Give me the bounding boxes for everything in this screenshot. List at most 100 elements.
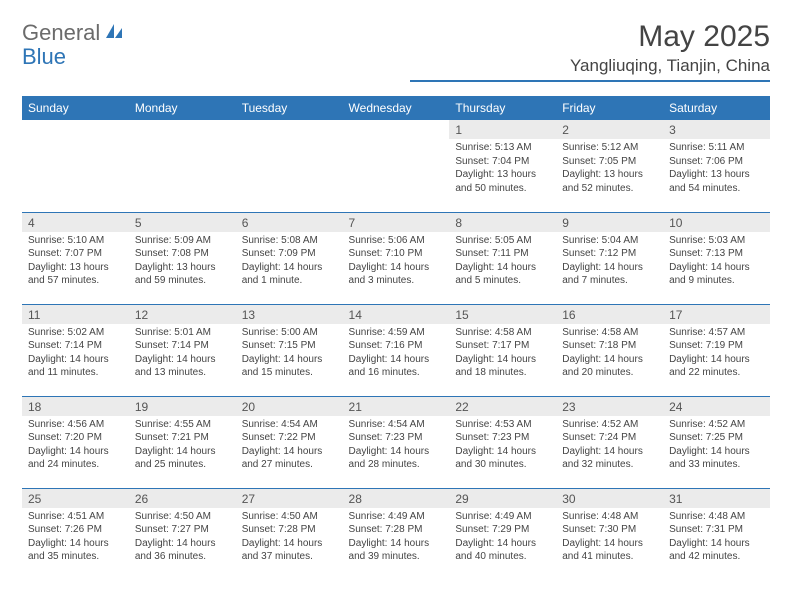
daylight-text: Daylight: 14 hours and 27 minutes. [242, 445, 337, 472]
calendar-day-cell [343, 120, 450, 212]
day-number: 13 [236, 305, 343, 324]
sunrise-text: Sunrise: 4:52 AM [669, 418, 764, 432]
sunset-text: Sunset: 7:23 PM [455, 431, 550, 445]
daylight-text: Daylight: 13 hours and 57 minutes. [28, 261, 123, 288]
sunrise-text: Sunrise: 4:56 AM [28, 418, 123, 432]
sunset-text: Sunset: 7:22 PM [242, 431, 337, 445]
day-details: Sunrise: 5:08 AMSunset: 7:09 PMDaylight:… [236, 232, 343, 292]
sunset-text: Sunset: 7:23 PM [349, 431, 444, 445]
daylight-text: Daylight: 14 hours and 22 minutes. [669, 353, 764, 380]
day-number: 8 [449, 213, 556, 232]
sunset-text: Sunset: 7:14 PM [28, 339, 123, 353]
sunset-text: Sunset: 7:26 PM [28, 523, 123, 537]
calendar-day-cell: 14Sunrise: 4:59 AMSunset: 7:16 PMDayligh… [343, 304, 450, 396]
calendar-body: 1Sunrise: 5:13 AMSunset: 7:04 PMDaylight… [22, 120, 770, 580]
calendar-day-cell: 20 Sunrise: 4:54 AMSunset: 7:22 PMDayligh… [236, 396, 343, 488]
daylight-text: Daylight: 14 hours and 39 minutes. [349, 537, 444, 564]
sunrise-text: Sunrise: 4:51 AM [28, 510, 123, 524]
daylight-text: Daylight: 13 hours and 59 minutes. [135, 261, 230, 288]
calendar-day-cell: 25Sunrise: 4:51 AMSunset: 7:26 PMDayligh… [22, 488, 129, 580]
sunrise-text: Sunrise: 5:10 AM [28, 234, 123, 248]
calendar-day-cell [22, 120, 129, 212]
day-details: Sunrise: 5:09 AMSunset: 7:08 PMDaylight:… [129, 232, 236, 292]
daylight-text: Daylight: 14 hours and 9 minutes. [669, 261, 764, 288]
day-details: Sunrise: 5:01 AMSunset: 7:14 PMDaylight:… [129, 324, 236, 384]
day-details: Sunrise: 4:59 AMSunset: 7:16 PMDaylight:… [343, 324, 450, 384]
sunset-text: Sunset: 7:17 PM [455, 339, 550, 353]
day-number: 30 [556, 489, 663, 508]
day-number: 18 [22, 397, 129, 416]
day-number: 28 [343, 489, 450, 508]
sunrise-text: Sunrise: 4:50 AM [135, 510, 230, 524]
sunset-text: Sunset: 7:14 PM [135, 339, 230, 353]
calendar-day-cell: 27Sunrise: 4:50 AMSunset: 7:28 PMDayligh… [236, 488, 343, 580]
day-number: 31 [663, 489, 770, 508]
calendar-day-cell: 5Sunrise: 5:09 AMSunset: 7:08 PMDaylight… [129, 212, 236, 304]
day-details: Sunrise: 4:58 AMSunset: 7:17 PMDaylight:… [449, 324, 556, 384]
weekday-header: Thursday [449, 96, 556, 120]
sunset-text: Sunset: 7:18 PM [562, 339, 657, 353]
daylight-text: Daylight: 14 hours and 15 minutes. [242, 353, 337, 380]
calendar-day-cell: 9Sunrise: 5:04 AMSunset: 7:12 PMDaylight… [556, 212, 663, 304]
logo-text-blue: Blue [22, 44, 66, 69]
day-details: Sunrise: 4:48 AMSunset: 7:31 PMDaylight:… [663, 508, 770, 568]
calendar-day-cell: 2Sunrise: 5:12 AMSunset: 7:05 PMDaylight… [556, 120, 663, 212]
sunset-text: Sunset: 7:05 PM [562, 155, 657, 169]
sunrise-text: Sunrise: 5:00 AM [242, 326, 337, 340]
sunset-text: Sunset: 7:29 PM [455, 523, 550, 537]
calendar-day-cell: 31Sunrise: 4:48 AMSunset: 7:31 PMDayligh… [663, 488, 770, 580]
calendar-day-cell: 18Sunrise: 4:56 AMSunset: 7:20 PMDayligh… [22, 396, 129, 488]
calendar-day-cell: 13 Sunrise: 5:00 AMSunset: 7:15 PMDayligh… [236, 304, 343, 396]
day-number: 16 [556, 305, 663, 324]
sunset-text: Sunset: 7:12 PM [562, 247, 657, 261]
calendar-day-cell: 16Sunrise: 4:58 AMSunset: 7:18 PMDayligh… [556, 304, 663, 396]
sunrise-text: Sunrise: 4:54 AM [242, 418, 337, 432]
day-number: 11 [22, 305, 129, 324]
logo-blue-row: Blue [22, 44, 66, 70]
daylight-text: Daylight: 14 hours and 18 minutes. [455, 353, 550, 380]
daylight-text: Daylight: 14 hours and 41 minutes. [562, 537, 657, 564]
day-number: 14 [343, 305, 450, 324]
day-details: Sunrise: 4:48 AMSunset: 7:30 PMDaylight:… [556, 508, 663, 568]
day-details: Sunrise: 4:55 AMSunset: 7:21 PMDaylight:… [129, 416, 236, 476]
day-number: 29 [449, 489, 556, 508]
daylight-text: Daylight: 14 hours and 13 minutes. [135, 353, 230, 380]
sunrise-text: Sunrise: 5:04 AM [562, 234, 657, 248]
calendar-day-cell: 19Sunrise: 4:55 AMSunset: 7:21 PMDayligh… [129, 396, 236, 488]
day-number: 7 [343, 213, 450, 232]
day-number: 20 [236, 397, 343, 416]
calendar-day-cell: 23Sunrise: 4:52 AMSunset: 7:24 PMDayligh… [556, 396, 663, 488]
calendar-day-cell: 29Sunrise: 4:49 AMSunset: 7:29 PMDayligh… [449, 488, 556, 580]
sunset-text: Sunset: 7:08 PM [135, 247, 230, 261]
sunrise-text: Sunrise: 4:55 AM [135, 418, 230, 432]
sunrise-text: Sunrise: 4:54 AM [349, 418, 444, 432]
weekday-header: Wednesday [343, 96, 450, 120]
sunrise-text: Sunrise: 5:09 AM [135, 234, 230, 248]
sunset-text: Sunset: 7:27 PM [135, 523, 230, 537]
sunrise-text: Sunrise: 4:59 AM [349, 326, 444, 340]
calendar-day-cell [129, 120, 236, 212]
daylight-text: Daylight: 14 hours and 1 minute. [242, 261, 337, 288]
daylight-text: Daylight: 13 hours and 50 minutes. [455, 168, 550, 195]
sunrise-text: Sunrise: 5:08 AM [242, 234, 337, 248]
sunset-text: Sunset: 7:06 PM [669, 155, 764, 169]
day-details: Sunrise: 4:53 AMSunset: 7:23 PMDaylight:… [449, 416, 556, 476]
sunset-text: Sunset: 7:09 PM [242, 247, 337, 261]
sunset-text: Sunset: 7:15 PM [242, 339, 337, 353]
calendar-day-cell: 6Sunrise: 5:08 AMSunset: 7:09 PMDaylight… [236, 212, 343, 304]
daylight-text: Daylight: 14 hours and 40 minutes. [455, 537, 550, 564]
calendar-day-cell: 11Sunrise: 5:02 AMSunset: 7:14 PMDayligh… [22, 304, 129, 396]
day-details: Sunrise: 5:12 AMSunset: 7:05 PMDaylight:… [556, 139, 663, 199]
daylight-text: Daylight: 14 hours and 24 minutes. [28, 445, 123, 472]
month-title: May 2025 [410, 20, 770, 54]
day-number: 24 [663, 397, 770, 416]
calendar-day-cell: 8Sunrise: 5:05 AMSunset: 7:11 PMDaylight… [449, 212, 556, 304]
day-details: Sunrise: 4:50 AMSunset: 7:28 PMDaylight:… [236, 508, 343, 568]
calendar-day-cell: 30Sunrise: 4:48 AMSunset: 7:30 PMDayligh… [556, 488, 663, 580]
sunset-text: Sunset: 7:21 PM [135, 431, 230, 445]
daylight-text: Daylight: 14 hours and 11 minutes. [28, 353, 123, 380]
calendar-day-cell: 3Sunrise: 5:11 AMSunset: 7:06 PMDaylight… [663, 120, 770, 212]
day-number: 9 [556, 213, 663, 232]
calendar-day-cell: 15Sunrise: 4:58 AMSunset: 7:17 PMDayligh… [449, 304, 556, 396]
calendar-day-cell: 26Sunrise: 4:50 AMSunset: 7:27 PMDayligh… [129, 488, 236, 580]
